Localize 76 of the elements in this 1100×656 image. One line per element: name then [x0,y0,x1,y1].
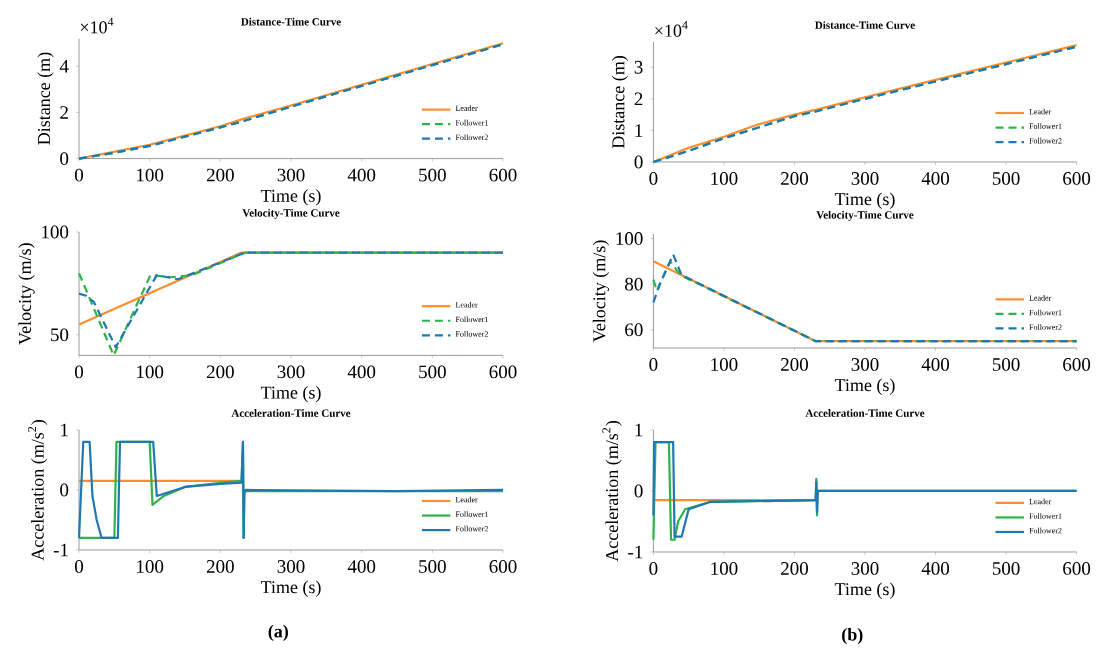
y-tick-label: 0 [60,152,69,165]
x-tick-label: 200 [206,168,234,182]
x-tick-label: 500 [419,560,446,573]
x-tick-label: 400 [921,172,950,185]
y-tick-label: -1 [628,545,643,559]
text: (a) [268,624,288,642]
x-tick-label: 100 [711,172,738,185]
y-tick-label: 100 [42,225,69,239]
y-tick-label: -1 [53,543,68,557]
x-tick-label: 0 [74,168,84,182]
x-tick-label: 600 [1063,172,1091,185]
x-tick-label: 600 [489,168,517,182]
y-tick-label: 1 [635,124,643,137]
x-axis-title: Time (s) [834,192,895,209]
x-tick-label: 300 [277,560,305,573]
x-tick-label: 0 [74,365,84,379]
x-tick-label: 500 [992,562,1020,575]
y-axis-title: Distance (m) [37,52,54,145]
y-axis-title: Acceleration (m/s$^{2}$) [602,421,622,562]
x-tick-label: 100 [137,560,164,573]
x-tick-label: 100 [137,168,164,182]
x-tick-label: 500 [419,168,446,182]
x-tick-label: 0 [649,358,658,371]
x-tick-label: 400 [347,560,376,573]
x-tick-label: 0 [649,172,658,185]
x-tick-label: 100 [711,562,738,575]
x-tick-label: 200 [781,172,808,185]
text: (b) [842,628,863,645]
y-tick-label: 0 [60,483,69,497]
y-tick-label: 3 [634,60,643,74]
x-tick-label: 0 [74,560,84,573]
x-tick-label: 400 [347,365,376,379]
x-tick-label: 0 [649,562,658,575]
x-tick-label: 400 [921,562,950,575]
x-tick-label: 200 [781,358,808,371]
x-tick-label: 300 [277,365,305,379]
y-axis-title: Velocity (m/s) [18,243,35,345]
x-axis-title: Time (s) [260,580,321,597]
y-axis-title: Acceleration (m/s$^{2}$) [27,420,48,561]
x-axis-title: Time (s) [834,582,895,599]
x-tick-label: 100 [711,358,738,371]
y-tick-label: 60 [625,323,643,337]
y-axis-title: Velocity (m/s) [592,240,610,343]
x-tick-label: 400 [921,358,950,371]
y-tick-label: 50 [51,328,69,342]
x-tick-label: 400 [347,168,376,182]
x-tick-label: 200 [206,365,234,379]
y-tick-label: 80 [625,277,643,291]
y-tick-label: 0 [634,484,643,498]
y-tick-label: 0 [634,155,643,169]
y-tick-label: 2 [60,106,68,119]
x-axis-title: Time (s) [260,189,321,206]
x-tick-label: 200 [781,562,808,575]
x-tick-label: 600 [489,365,517,379]
text: ×10$^{4}$ [655,21,688,37]
y-axis-title: Distance (m) [611,56,629,149]
y-tick-label: 4 [59,60,69,73]
x-tick-label: 300 [851,172,879,185]
x-tick-label: 500 [992,172,1020,185]
y-tick-label: 100 [616,232,643,245]
x-tick-label: 600 [1063,562,1091,575]
x-tick-label: 300 [851,562,879,575]
y-tick-label: 1 [635,423,643,437]
x-tick-label: 200 [206,560,234,573]
y-tick-label: 2 [634,92,643,106]
x-tick-label: 500 [992,358,1020,371]
x-tick-label: 500 [419,365,446,379]
x-tick-label: 300 [277,168,305,182]
x-tick-label: 600 [489,560,517,573]
x-tick-label: 100 [137,365,164,379]
x-tick-label: 300 [851,358,879,371]
text: ×10$^{4}$ [80,17,114,34]
y-tick-label: 1 [61,423,68,437]
x-axis-title: Time (s) [834,378,895,395]
x-tick-label: 600 [1063,358,1091,371]
x-axis-title: Time (s) [260,386,321,403]
